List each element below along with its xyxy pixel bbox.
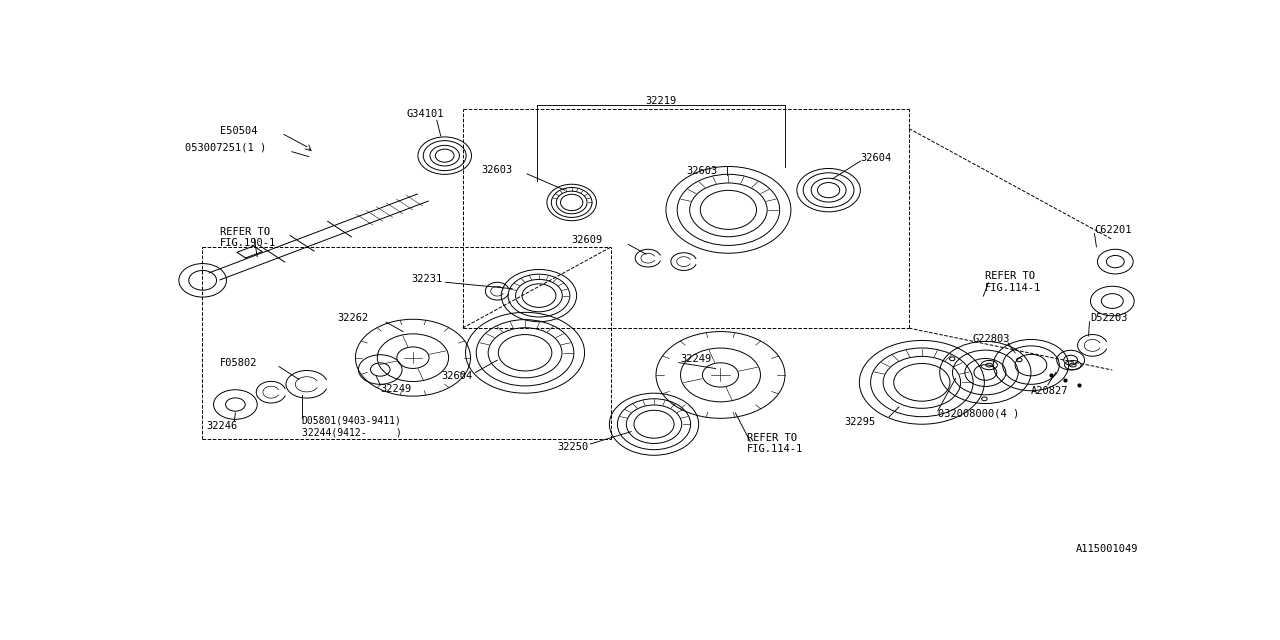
Text: 32295: 32295 (845, 417, 876, 428)
Text: 32604: 32604 (860, 152, 892, 163)
Text: G22803: G22803 (973, 334, 1010, 344)
Text: 32603: 32603 (686, 166, 717, 177)
Text: 32244(9412-     ): 32244(9412- ) (302, 428, 402, 438)
Text: FIG.190-1: FIG.190-1 (220, 238, 275, 248)
Text: REFER TO: REFER TO (748, 433, 797, 442)
Text: 32246: 32246 (206, 420, 237, 431)
Text: REFER TO: REFER TO (986, 271, 1036, 282)
Text: D05801(9403-9411): D05801(9403-9411) (302, 416, 402, 426)
Text: F05802: F05802 (220, 358, 257, 367)
Text: G34101: G34101 (406, 109, 444, 119)
Text: C62201: C62201 (1094, 225, 1132, 235)
Text: A115001049: A115001049 (1075, 544, 1138, 554)
Text: 32249: 32249 (681, 354, 712, 364)
Text: 32604: 32604 (442, 371, 472, 381)
Text: 32603: 32603 (481, 165, 513, 175)
Text: FIG.114-1: FIG.114-1 (986, 283, 1042, 292)
Text: A20827: A20827 (1030, 386, 1069, 396)
Text: FIG.114-1: FIG.114-1 (748, 444, 804, 454)
Text: REFER TO: REFER TO (220, 227, 270, 237)
Text: D52203: D52203 (1091, 313, 1128, 323)
Text: 32609: 32609 (571, 236, 602, 245)
Text: E50504: E50504 (220, 126, 257, 136)
Text: 32262: 32262 (338, 313, 369, 323)
Text: 32250: 32250 (557, 442, 589, 452)
Text: 032008000(4 ): 032008000(4 ) (938, 409, 1019, 419)
Text: 32231: 32231 (411, 274, 443, 284)
Text: 053007251(1 ): 053007251(1 ) (184, 143, 266, 153)
Text: 32249: 32249 (380, 384, 412, 394)
Text: 32219: 32219 (645, 97, 677, 106)
